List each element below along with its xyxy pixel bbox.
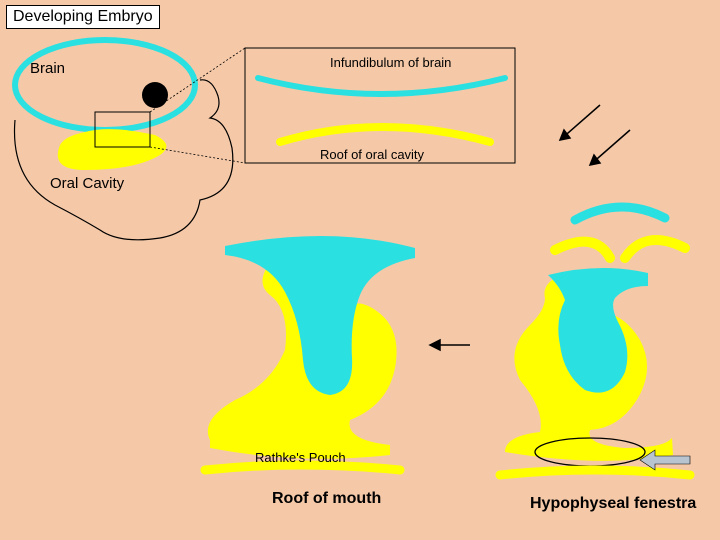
rathkes-pouch-label: Rathke's Pouch bbox=[255, 450, 346, 465]
brain-label: Brain bbox=[30, 60, 65, 77]
stage1-roof-line bbox=[205, 465, 400, 470]
oral-cavity-label: Oral Cavity bbox=[50, 175, 124, 192]
infundibulum-label: Infundibulum of brain bbox=[330, 55, 451, 70]
diagram-svg bbox=[0, 0, 720, 540]
hypophyseal-fenestra-label: Hypophyseal fenestra bbox=[530, 495, 696, 513]
diagram-canvas: Developing Embryo Brain Infundibulum of … bbox=[0, 0, 720, 540]
roof-of-mouth-label: Roof of mouth bbox=[272, 490, 381, 508]
stage2-roof-line bbox=[500, 470, 690, 475]
embryo-eye-dot bbox=[142, 82, 168, 108]
title-label: Developing Embryo bbox=[6, 5, 160, 29]
roof-oral-cavity-label: Roof of oral cavity bbox=[320, 147, 424, 162]
